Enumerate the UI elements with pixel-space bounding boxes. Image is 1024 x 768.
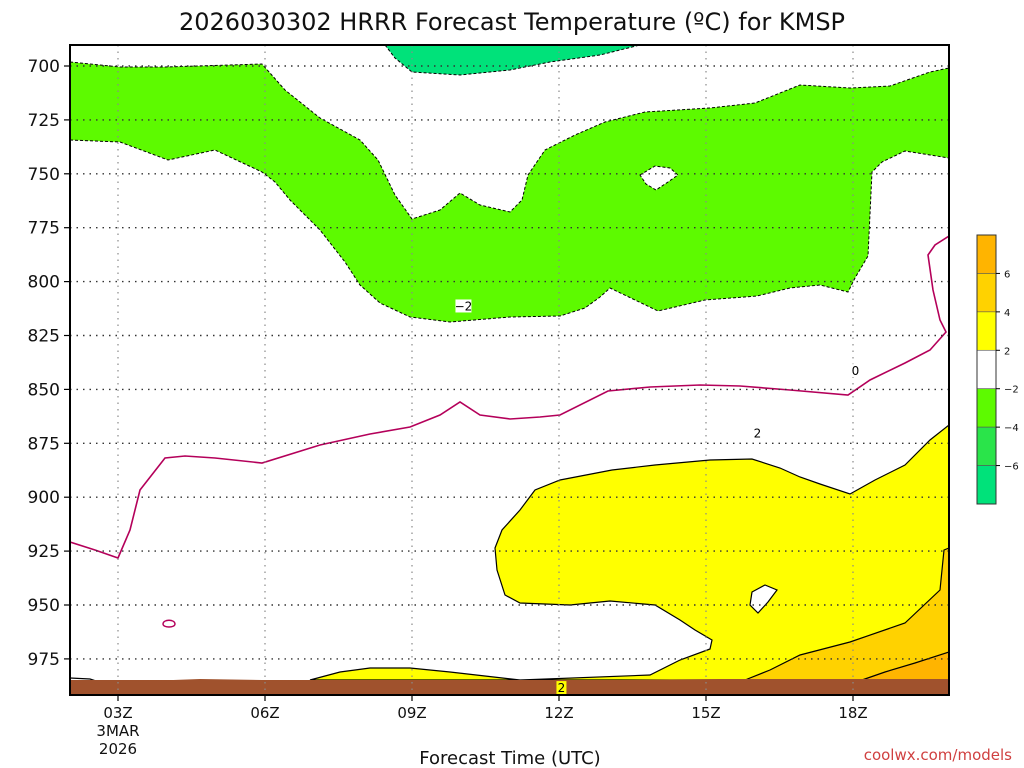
credit-text: coolwx.com/models [864,746,1012,764]
warmer-region-above-4 [744,547,949,681]
zero-degree-contour [70,235,949,560]
colorbar-frame [976,234,997,505]
x-tick-label: 06Z [250,704,279,722]
x-axis-label: Forecast Time (UTC) [419,748,600,768]
colorbar-label: 4 [1004,308,1010,319]
y-tick-label: 725 [28,111,60,131]
colorbar-label: −2 [1004,385,1019,396]
y-tick-label: 775 [28,219,60,239]
chart-title: 2026030302 HRRR Forecast Temperature (ºC… [179,8,845,36]
colorbar-label: 6 [1004,269,1010,280]
y-axis: 700 725 750 775 800 825 850 875 900 925 950 975 [28,57,70,670]
x-tick-label: 18Z [838,704,867,722]
contour-label-bg [556,681,567,695]
y-tick-label: 950 [28,596,60,616]
y-tick-label: 700 [28,57,60,77]
y-tick-label: 850 [28,380,60,400]
colorbar-swatch [976,465,997,505]
plot-frame [69,44,950,696]
colorbar-label: 2 [1004,346,1010,357]
y-tick-label: 925 [28,542,60,562]
contour-label-bg [850,364,861,378]
cold-region-edge [70,61,949,323]
y-tick-label: 800 [28,273,60,293]
x-tick-label: 03Z [103,704,132,722]
colorbar-label: −4 [1004,423,1019,434]
colorbar-swatch [976,311,997,351]
contour-label: −2 [455,299,473,313]
zero-degree-small-loop [162,619,176,628]
contour-labels: −2 0 2 2 [455,299,861,695]
x-tick-label: 15Z [691,704,720,722]
x-date-line-2: 2026 [99,740,137,758]
colorbar-swatch [976,388,997,428]
colder-region-edge [384,45,641,76]
y-tick-label: 975 [28,650,60,670]
x-date-line-1: 3MAR [96,722,139,740]
contour-label: 0 [852,364,860,378]
colorbar: 6 4 2 −2 −4 −6 [976,234,1019,505]
x-tick-label: 12Z [544,704,573,722]
y-tick-label: 825 [28,327,60,347]
colorbar-swatch [976,273,997,313]
y-tick-label: 900 [28,488,60,508]
x-axis: 03Z 06Z 09Z 12Z 15Z 18Z [103,695,868,722]
cold-region-below-minus-2 [70,62,949,322]
contour-label: 2 [558,681,566,695]
contour-label-bg [455,299,472,313]
colorbar-swatch [976,234,997,274]
y-tick-label: 750 [28,165,60,185]
plot-fields: −2 0 2 2 [70,45,949,695]
x-tick-label: 09Z [397,704,426,722]
contour-label: 2 [754,427,762,441]
colder-region-below-minus-4 [385,45,640,75]
cool-pocket-hole [749,584,778,614]
colorbar-swatch [976,349,997,390]
ground-edge [70,679,949,690]
colorbar-label: −6 [1004,462,1019,473]
y-tick-label: 875 [28,434,60,454]
colorbar-swatch [976,426,997,466]
contour-label-bg [752,426,763,440]
warm-pocket-hole [639,165,679,191]
